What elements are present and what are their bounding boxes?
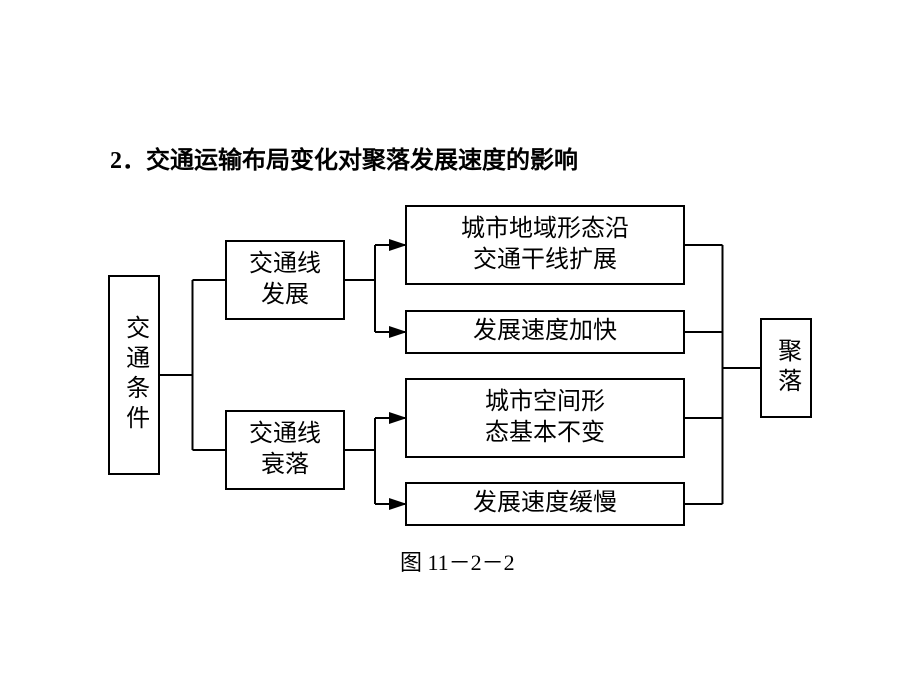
node-branch1-label: 交通线发展 xyxy=(241,249,329,311)
node-root-label: 交通条件 xyxy=(118,315,149,435)
node-leaf3-label: 城市空间形态基本不变 xyxy=(477,387,613,449)
node-leaf1: 城市地域形态沿交通干线扩展 xyxy=(405,205,685,285)
diagram-caption: 图 11－2－2 xyxy=(400,545,515,577)
node-sink-label: 聚落 xyxy=(770,338,801,398)
diagram-title: 2．交通运输布局变化对聚落发展速度的影响 xyxy=(110,140,578,175)
node-leaf2: 发展速度加快 xyxy=(405,310,685,354)
node-leaf4-label: 发展速度缓慢 xyxy=(465,488,625,519)
node-branch2: 交通线衰落 xyxy=(225,410,345,490)
node-branch2-label: 交通线衰落 xyxy=(241,419,329,481)
node-sink: 聚落 xyxy=(760,318,812,418)
diagram-container: 2．交通运输布局变化对聚落发展速度的影响 交通条件 交通线发展 交通线衰落 城市… xyxy=(0,0,920,700)
node-branch1: 交通线发展 xyxy=(225,240,345,320)
node-leaf1-label: 城市地域形态沿交通干线扩展 xyxy=(453,214,637,276)
node-leaf3: 城市空间形态基本不变 xyxy=(405,378,685,458)
node-leaf2-label: 发展速度加快 xyxy=(465,316,625,347)
node-leaf4: 发展速度缓慢 xyxy=(405,482,685,526)
node-root: 交通条件 xyxy=(108,275,160,475)
